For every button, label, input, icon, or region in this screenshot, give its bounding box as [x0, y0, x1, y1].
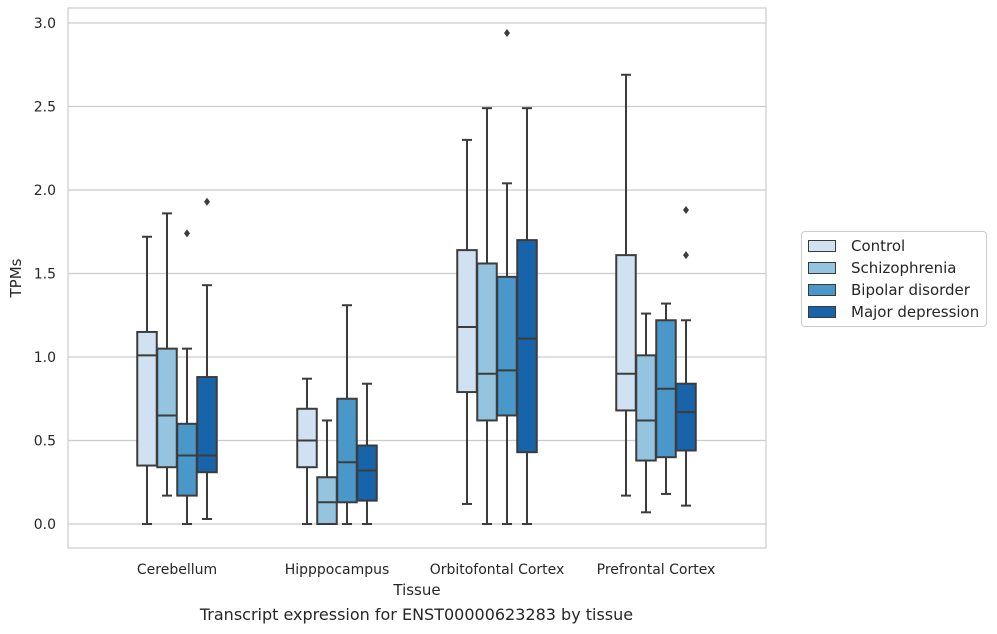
box-3-3	[675, 206, 697, 507]
outlier-0	[504, 29, 510, 38]
x-tick-label-0: Cerebellum	[137, 562, 217, 578]
box-2-0	[176, 229, 198, 525]
box-0-3	[615, 73, 637, 497]
box-1-1	[316, 419, 338, 525]
y-tick-label-3: 1.5	[34, 267, 56, 283]
outlier-0	[204, 197, 210, 206]
box-body	[356, 444, 378, 502]
box-2-1	[336, 304, 358, 525]
box-body	[316, 476, 338, 525]
legend-swatch-bipolar-disorder	[808, 284, 836, 296]
box-body	[196, 376, 218, 474]
box-1-0	[156, 212, 178, 497]
legend-label-control: Control	[851, 237, 906, 255]
chart-caption: Transcript expression for ENST0000062328…	[199, 605, 634, 624]
y-tick-label-0: 0.0	[34, 517, 56, 533]
legend-swatch-schizophrenia	[808, 262, 836, 274]
outlier-0	[683, 206, 689, 215]
box-1-2	[476, 107, 498, 525]
box-body	[156, 347, 178, 469]
box-3-2	[516, 107, 538, 525]
plot-frame	[67, 7, 767, 549]
y-tick-label-6: 3.0	[34, 16, 56, 32]
box-0-2	[456, 138, 478, 505]
outlier-1	[683, 251, 689, 260]
y-tick-label-2: 1.0	[34, 350, 56, 366]
box-body	[336, 397, 358, 504]
legend: Control Schizophrenia Bipolar disorder M…	[801, 231, 987, 327]
box-body	[176, 422, 198, 497]
legend-swatch-major-depression	[808, 306, 836, 318]
y-tick-labels: 0.0 0.5 1.0 1.5 2.0 2.5 3.0	[34, 16, 56, 533]
legend-swatch-control	[808, 240, 836, 252]
legend-item-major-depression: Major depression	[808, 302, 979, 322]
box-0-0	[136, 235, 158, 525]
box-layer	[136, 29, 697, 525]
y-tick-label-5: 2.5	[34, 100, 56, 116]
box-body	[516, 239, 538, 454]
x-axis-title: Tissue	[392, 581, 440, 599]
legend-label-schizophrenia: Schizophrenia	[851, 259, 957, 277]
y-tick-label-4: 2.0	[34, 183, 56, 199]
box-1-3	[635, 312, 657, 514]
box-body	[296, 407, 318, 469]
box-body	[476, 262, 498, 422]
box-3-0	[196, 197, 218, 520]
y-axis-title: TPMs	[7, 258, 25, 298]
box-body	[456, 249, 478, 394]
x-tick-labels: Cerebellum Hipppocampus Orbitofontal Corte…	[137, 562, 715, 578]
box-body	[675, 382, 697, 452]
box-body	[615, 254, 637, 412]
box-3-1	[356, 382, 378, 525]
box-0-1	[296, 377, 318, 525]
x-tick-label-3: Prefrontal Cortex	[597, 562, 716, 578]
outlier-0	[184, 229, 190, 238]
legend-item-bipolar-disorder: Bipolar disorder	[808, 280, 970, 300]
box-body	[635, 354, 657, 462]
box-2-3	[655, 302, 677, 495]
legend-item-control: Control	[808, 236, 905, 256]
box-2-2	[496, 29, 518, 525]
legend-label-major-depression: Major depression	[851, 303, 980, 321]
legend-item-schizophrenia: Schizophrenia	[808, 258, 956, 278]
x-tick-label-2: Orbitofontal Cortex	[430, 562, 565, 578]
box-body	[496, 275, 518, 417]
box-body	[136, 330, 158, 467]
x-tick-label-1: Hipppocampus	[285, 562, 390, 578]
y-tick-label-1: 0.5	[34, 434, 56, 450]
legend-label-bipolar-disorder: Bipolar disorder	[851, 281, 970, 299]
